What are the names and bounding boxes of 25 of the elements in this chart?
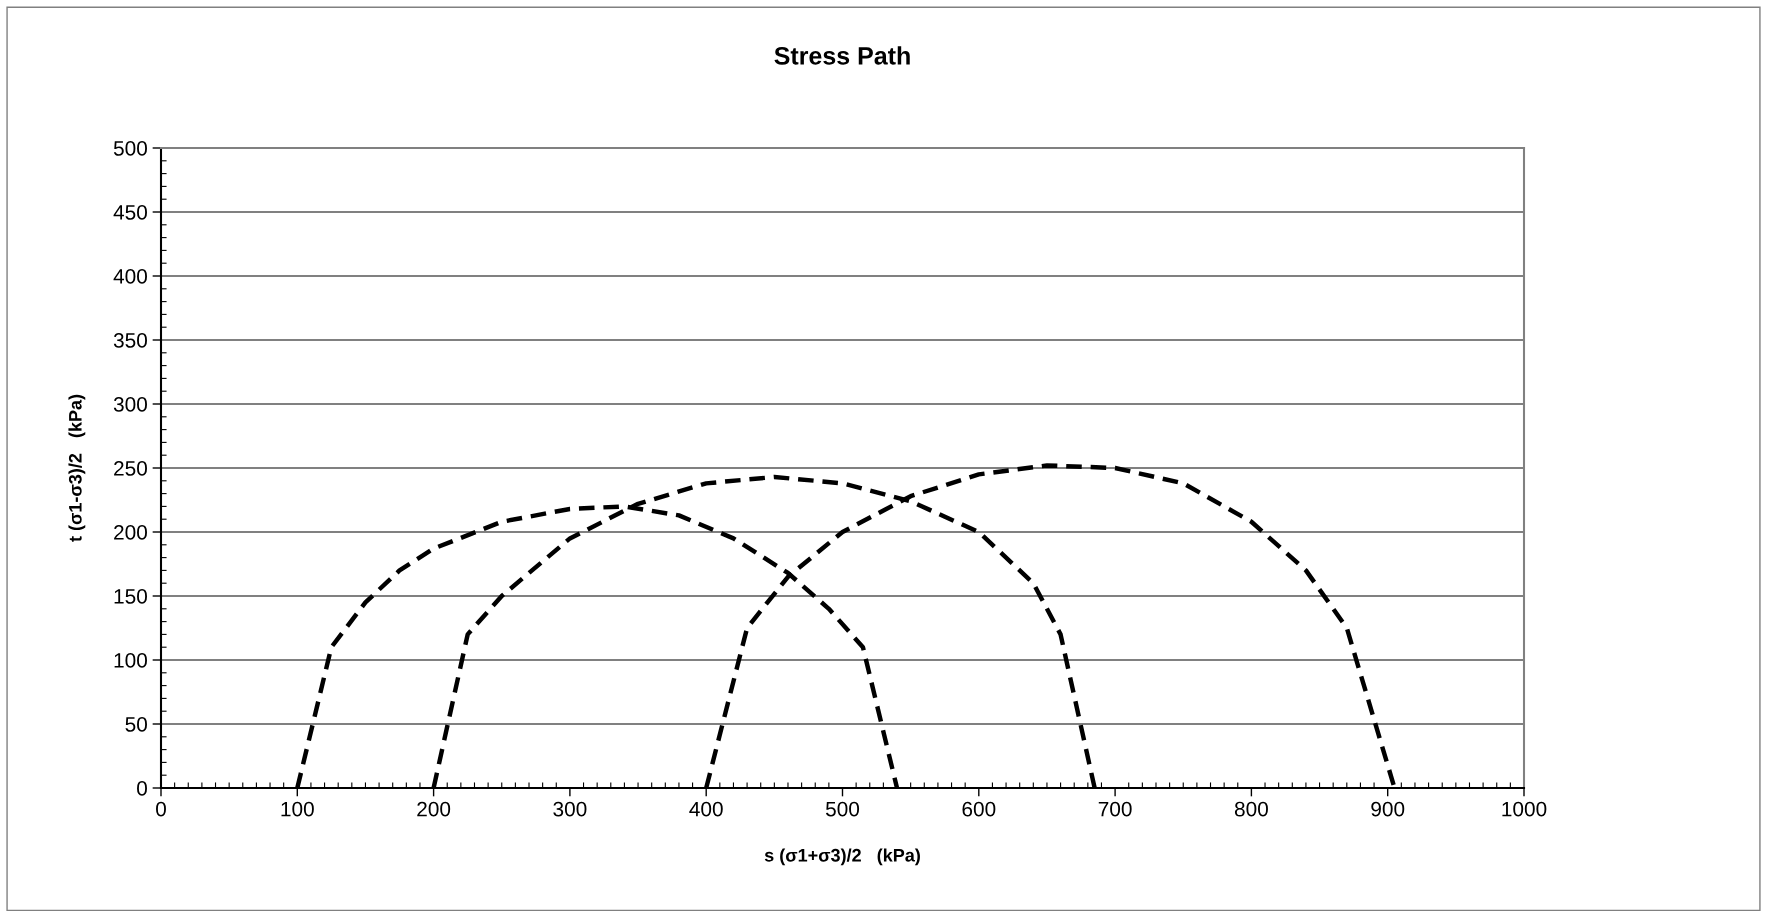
y-tick-label: 350 [113,333,147,348]
x-tick-label: 200 [417,801,451,817]
y-tick-label: 150 [114,589,147,604]
y-tick-label: 250 [114,461,147,476]
x-tick-label: 400 [689,801,723,817]
x-tick-label: 600 [962,801,996,817]
x-tick-label: 900 [1371,801,1405,817]
y-tick-label: 200 [114,525,147,540]
y-tick-label: 300 [113,397,147,412]
y-tick-label: 500 [113,141,147,156]
x-tick-label: 500 [825,801,860,817]
x-axis-title: s (σ1+σ3)/2 (kPa) [764,848,920,866]
x-tick-label: 100 [281,801,314,817]
y-axis-title: t (σ1-σ3)/2 (kPa) [68,394,86,542]
y-tick-label: 450 [113,205,147,220]
x-tick-label: 300 [553,801,587,817]
chart-title: Stress Path [774,46,910,65]
y-tick-label: 0 [137,781,147,796]
x-tick-label: 800 [1234,801,1268,817]
x-tick-label: 1000 [1502,801,1547,817]
y-tick-label: 100 [114,653,147,668]
x-tick-label: 700 [1098,801,1132,817]
y-tick-label: 400 [113,269,147,284]
x-tick-label: 0 [156,801,166,817]
y-tick-label: 50 [125,717,147,732]
